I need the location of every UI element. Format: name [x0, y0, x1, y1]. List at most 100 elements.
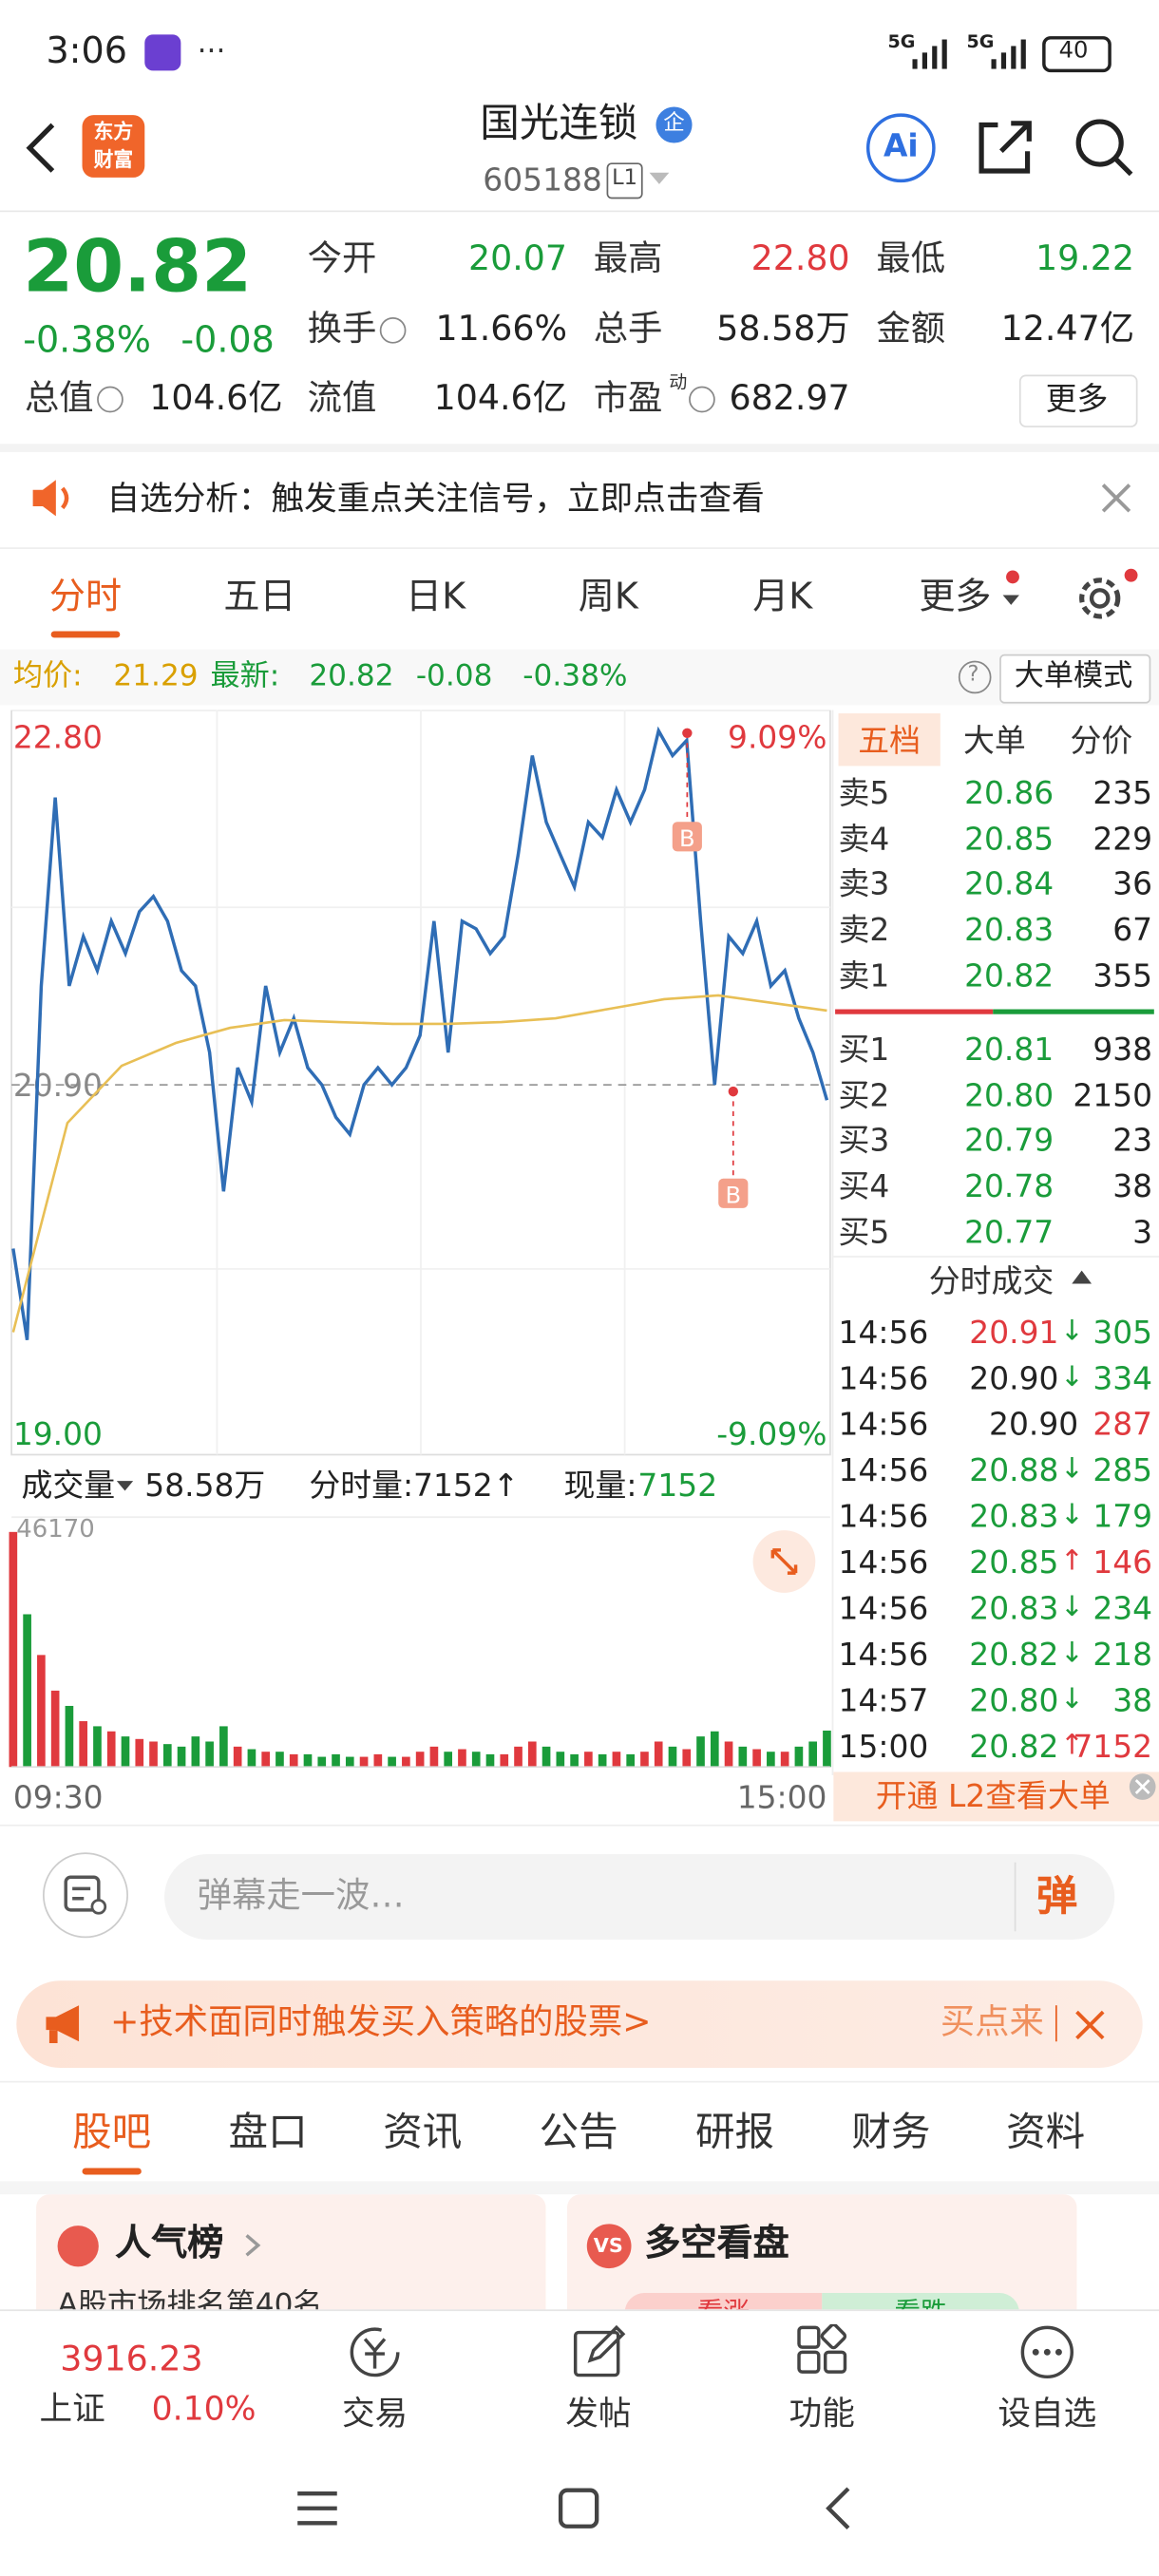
- menu-key[interactable]: [295, 2489, 338, 2529]
- y2-tick-label: 9.09%: [728, 718, 826, 755]
- ai-circle[interactable]: [865, 113, 936, 183]
- volume-bar: [261, 1752, 271, 1768]
- volume-bar: [191, 1736, 200, 1768]
- danmaku-placeholder[interactable]: 弹幕走一波…: [197, 1876, 405, 1916]
- close-button[interactable]: [1128, 1771, 1157, 1801]
- danmaku-input[interactable]: [164, 1853, 1115, 1940]
- y-tick-label: 19.00: [13, 1415, 103, 1452]
- l2-banner[interactable]: [833, 1771, 1159, 1822]
- nav-icon[interactable]: [570, 2324, 626, 2380]
- field-value: 19.22: [1035, 238, 1135, 278]
- more-button[interactable]: [1018, 374, 1138, 427]
- share-button[interactable]: [975, 115, 1034, 178]
- volume-bar: [9, 1531, 18, 1768]
- section-tab[interactable]: 研报: [694, 2109, 775, 2156]
- book-price: 20.78: [964, 1168, 1054, 1205]
- promo-divider: [1054, 2005, 1057, 2042]
- nav-label[interactable]: 交易: [341, 2393, 408, 2434]
- avg-label: 均价:: [12, 659, 83, 694]
- danmaku-icon[interactable]: [42, 1852, 128, 1939]
- l2-banner-text[interactable]: 开通 L2查看大单: [875, 1777, 1111, 1814]
- settings-button[interactable]: [1072, 570, 1128, 626]
- nav-label[interactable]: 发帖: [565, 2393, 632, 2434]
- nav-icon[interactable]: [1019, 2324, 1075, 2380]
- help-circle[interactable]: [958, 660, 992, 694]
- book-level: 买3: [838, 1123, 890, 1160]
- trade-volume: 334: [1092, 1360, 1153, 1397]
- index-change[interactable]: 0.10%: [151, 2388, 256, 2428]
- nav-label[interactable]: 设自选: [998, 2393, 1097, 2434]
- card[interactable]: [36, 2194, 546, 2326]
- close-button[interactable]: [1072, 2007, 1108, 2043]
- book-tab[interactable]: 分价: [1070, 722, 1133, 759]
- book-volume: 38: [1112, 1168, 1153, 1205]
- x-tick-label: 15:00: [737, 1779, 827, 1816]
- danmaku-glyph: [64, 1875, 107, 1915]
- index-value[interactable]: 3916.23: [60, 2339, 203, 2379]
- card-icon: [586, 2224, 632, 2269]
- y2-tick-label: -9.09%: [716, 1415, 826, 1452]
- section-tab[interactable]: 财务: [851, 2109, 931, 2156]
- book-volume: 3: [1132, 1214, 1153, 1251]
- book-volume: 355: [1092, 957, 1153, 994]
- close-button[interactable]: [1098, 480, 1134, 516]
- promo-bar[interactable]: [16, 1980, 1143, 2068]
- badge-circle: [656, 106, 693, 143]
- promo-side[interactable]: 买点来: [940, 2002, 1044, 2042]
- field-value: 104.6亿: [433, 378, 568, 419]
- section-tab[interactable]: 资料: [1006, 2109, 1086, 2156]
- logo: [82, 115, 145, 178]
- trade-arrow: ↓: [1060, 1452, 1084, 1487]
- tab[interactable]: 分时: [48, 576, 123, 617]
- tab[interactable]: 更多: [919, 576, 992, 617]
- tab[interactable]: 周K: [578, 576, 638, 617]
- back-button[interactable]: [20, 119, 63, 178]
- mode-box[interactable]: [999, 653, 1151, 704]
- tab[interactable]: 日K: [406, 576, 466, 617]
- book-volume: 36: [1112, 866, 1153, 903]
- card-title[interactable]: 人气榜: [115, 2223, 224, 2264]
- section-tab[interactable]: 盘口: [228, 2109, 308, 2156]
- panel-divider: [831, 710, 834, 1775]
- back-key[interactable]: [822, 2486, 855, 2531]
- current-label: 现量:: [563, 1467, 637, 1504]
- home-key[interactable]: [558, 2487, 600, 2529]
- field-label: 总手: [593, 309, 663, 350]
- book-tab[interactable]: 五档: [858, 722, 922, 759]
- notice-text[interactable]: 自选分析：触发重点关注信号，立即点击查看: [106, 478, 765, 519]
- help[interactable]: ?: [967, 662, 979, 688]
- volume-bar: [177, 1746, 186, 1768]
- section-tab[interactable]: 资讯: [383, 2109, 463, 2156]
- card-icon: [57, 2226, 99, 2267]
- nav-label[interactable]: 功能: [788, 2393, 855, 2434]
- book-price: 20.83: [964, 912, 1054, 949]
- volume-bar: [79, 1721, 88, 1768]
- search-button[interactable]: [1072, 115, 1137, 180]
- more-button-label[interactable]: 更多: [1045, 380, 1109, 418]
- book-tab[interactable]: 大单: [963, 722, 1026, 759]
- tab[interactable]: 月K: [752, 576, 813, 617]
- trade-arrow: ↓: [1060, 1683, 1084, 1716]
- book-price: 20.80: [964, 1077, 1054, 1114]
- info-icon[interactable]: [97, 386, 124, 413]
- section-tab[interactable]: 股吧: [72, 2109, 152, 2156]
- dropdown-caret: [116, 1481, 134, 1491]
- section-tab[interactable]: 公告: [539, 2109, 618, 2156]
- book-volume: 938: [1092, 1032, 1153, 1069]
- danmaku-button[interactable]: 弹: [1036, 1871, 1078, 1920]
- info-icon[interactable]: [689, 386, 715, 413]
- promo-text[interactable]: +技术面同时触发买入策略的股票>: [109, 2002, 652, 2042]
- nav-icon[interactable]: [347, 2324, 403, 2380]
- volume-bar: [527, 1741, 537, 1768]
- tab[interactable]: 五日: [223, 576, 296, 617]
- volume-bar: [359, 1756, 369, 1768]
- card-title[interactable]: 多空看盘: [644, 2223, 789, 2264]
- index-name[interactable]: 上证: [39, 2388, 105, 2428]
- book-volume: 67: [1112, 912, 1153, 949]
- nav-icon[interactable]: [794, 2323, 850, 2380]
- mode-label[interactable]: 大单模式: [1014, 659, 1133, 694]
- volume-bar: [612, 1752, 621, 1768]
- trade-volume: 179: [1092, 1498, 1153, 1535]
- info-icon[interactable]: [379, 316, 407, 344]
- ai-label[interactable]: Ai: [883, 127, 919, 164]
